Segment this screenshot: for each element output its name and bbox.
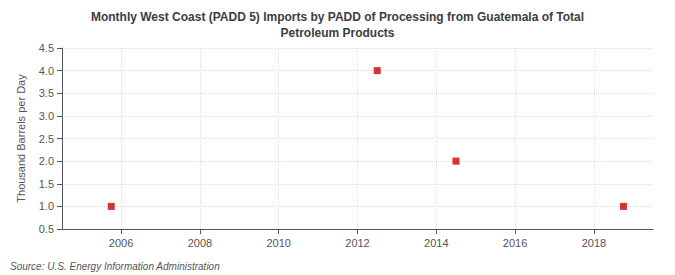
svg-text:Source: U.S. Energy Informatio: Source: U.S. Energy Information Administ… xyxy=(10,261,220,272)
svg-text:2010: 2010 xyxy=(266,237,290,249)
svg-text:Thousand Barrels per Day: Thousand Barrels per Day xyxy=(15,74,27,203)
svg-text:2.5: 2.5 xyxy=(39,133,54,145)
svg-text:4.0: 4.0 xyxy=(39,65,54,77)
svg-text:2014: 2014 xyxy=(424,237,448,249)
svg-text:Monthly West Coast (PADD 5) Im: Monthly West Coast (PADD 5) Imports by P… xyxy=(91,10,584,24)
svg-text:4.5: 4.5 xyxy=(39,42,54,54)
svg-text:2006: 2006 xyxy=(109,237,133,249)
svg-text:2008: 2008 xyxy=(188,237,212,249)
svg-text:3.5: 3.5 xyxy=(39,87,54,99)
svg-text:2018: 2018 xyxy=(582,237,606,249)
svg-text:2016: 2016 xyxy=(503,237,527,249)
svg-text:1.0: 1.0 xyxy=(39,200,54,212)
svg-text:3.0: 3.0 xyxy=(39,110,54,122)
svg-text:1.5: 1.5 xyxy=(39,178,54,190)
svg-text:2.0: 2.0 xyxy=(39,155,54,167)
svg-text:2012: 2012 xyxy=(345,237,369,249)
svg-text:0.5: 0.5 xyxy=(39,223,54,235)
svg-text:Petroleum Products: Petroleum Products xyxy=(280,26,394,40)
